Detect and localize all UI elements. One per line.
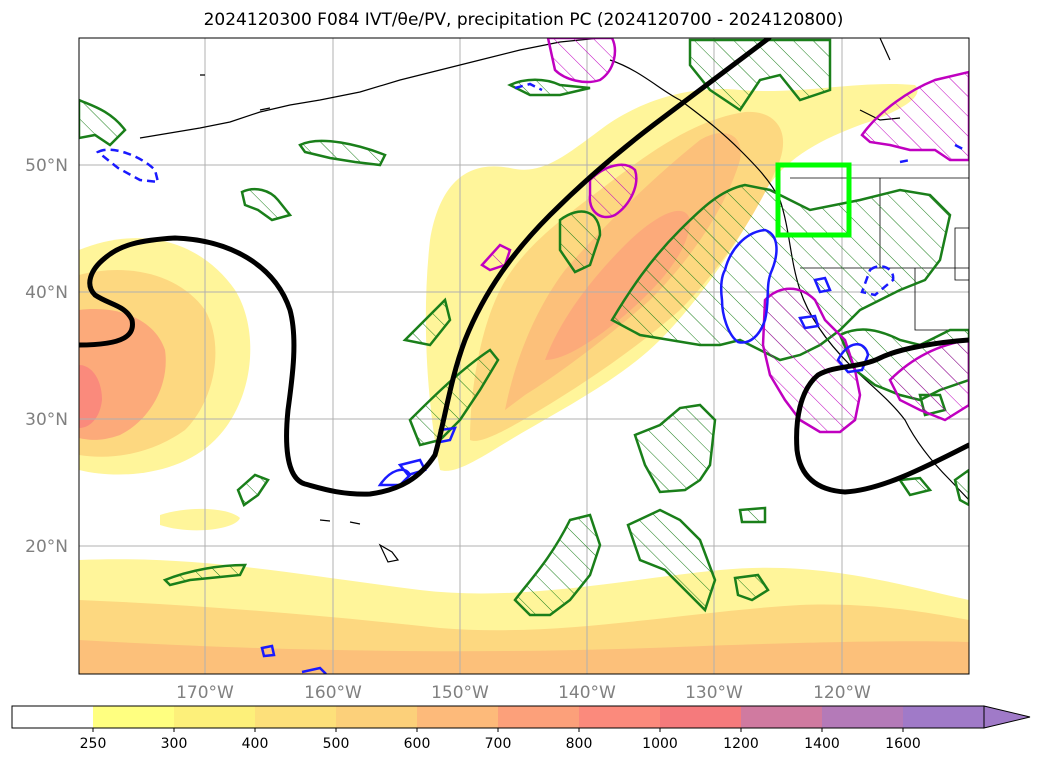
theta-e-contours [79,38,969,497]
map-title: 2024120300 F084 IVT/θe/PV, precipitation… [203,10,844,30]
colorbar-tick-label: 250 [80,736,107,752]
colorbar-segment [336,706,417,728]
colorbar-tick-label: 1600 [885,736,921,752]
colorbar-segment [93,706,174,728]
lon-label-170w: 170°W [176,683,234,703]
map-frame [78,37,970,675]
lon-label-160w: 160°W [304,683,362,703]
lon-label-130w: 130°W [685,683,743,703]
colorbar-tick-label: 700 [485,736,512,752]
colorbar-segment [741,706,822,728]
colorbar-tick-label: 800 [566,736,593,752]
colorbar-tick-label: 300 [161,736,188,752]
lat-label-40: 40°N [25,283,68,303]
colorbar-tick-label: 400 [242,736,269,752]
lat-label-30: 30°N [25,410,68,430]
map-panel [79,38,969,674]
colorbar-segment [498,706,579,728]
colorbar-segment [903,706,984,728]
colorbar-segment [822,706,903,728]
colorbar-tick-label: 1000 [642,736,678,752]
lon-label-120w: 120°W [813,683,871,703]
colorbar-tick-label: 1200 [723,736,759,752]
colorbar-segment [660,706,741,728]
latitude-labels: 50°N 40°N 30°N 20°N [25,156,68,557]
colorbar-tick-label: 500 [323,736,350,752]
colorbar: 250 300 400 500 600 700 800 1000 1200 1400 1600 [11,705,1031,752]
longitude-labels: 170°W 160°W 150°W 140°W 130°W 120°W [176,683,871,703]
colorbar-tick-label: 1400 [804,736,840,752]
colorbar-segment [12,706,93,728]
colorbar-tick-label: 600 [404,736,431,752]
colorbar-extend-arrow [983,705,1031,729]
precipitation-contours [79,38,969,617]
colorbar-segment [417,706,498,728]
lon-label-150w: 150°W [431,683,489,703]
lat-label-50: 50°N [25,156,68,176]
colorbar-segment [174,706,255,728]
colorbar-segment [255,706,336,728]
lon-label-140w: 140°W [558,683,616,703]
target-region-box [775,162,852,238]
colorbar-segment [579,706,660,728]
pv-positive-contours [480,38,969,434]
lat-label-20: 20°N [25,537,68,557]
